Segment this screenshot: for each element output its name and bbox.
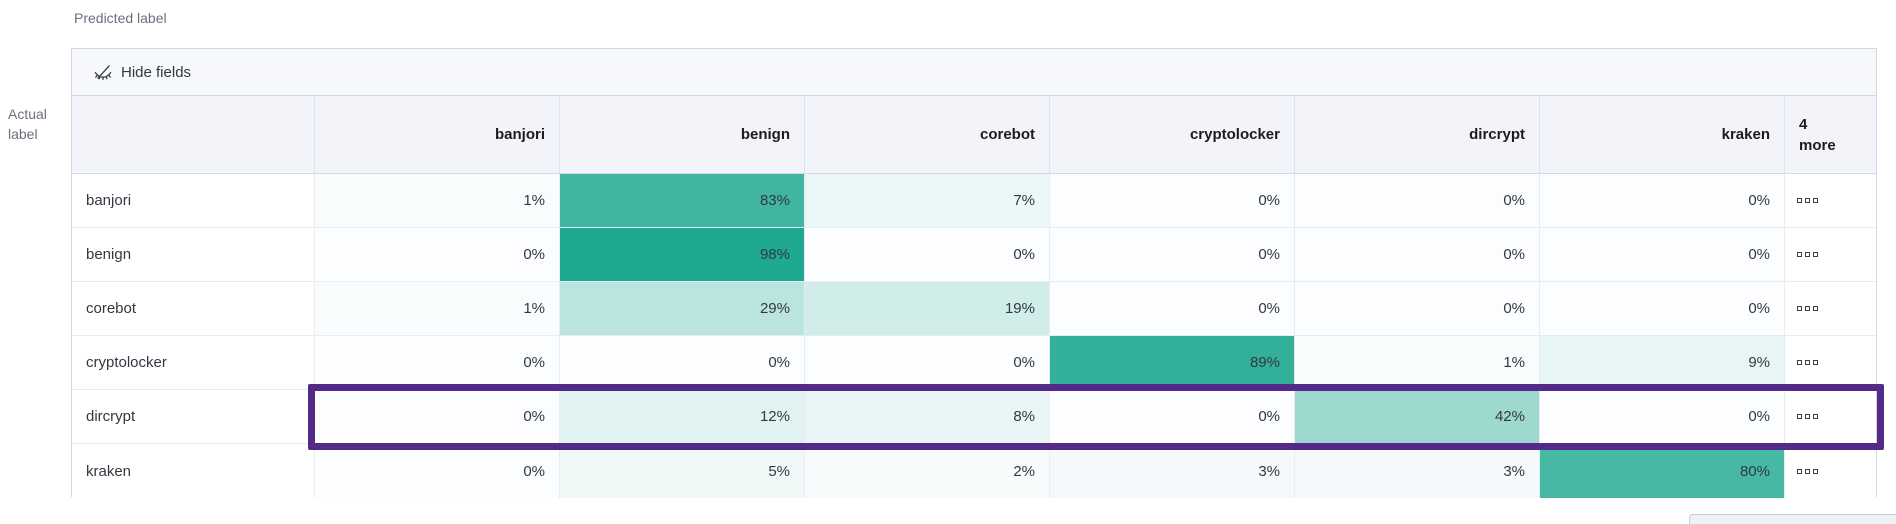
table-row-corebot: corebot 1% 29% 19% 0% 0% 0% (72, 282, 1876, 336)
row-label-cryptolocker: cryptolocker (72, 336, 315, 389)
column-header-cryptolocker: cryptolocker (1050, 96, 1295, 173)
cell-benign-cryptolocker[interactable]: 0% (1050, 228, 1295, 281)
cell-corebot-banjori[interactable]: 1% (315, 282, 560, 335)
table-row-banjori: banjori 1% 83% 7% 0% 0% 0% (72, 174, 1876, 228)
cell-corebot-kraken[interactable]: 0% (1540, 282, 1785, 335)
cell-banjori-corebot[interactable]: 7% (805, 174, 1050, 227)
cell-banjori-cryptolocker[interactable]: 0% (1050, 174, 1295, 227)
actual-label-axis-title: Actual label (8, 106, 47, 142)
table-row-dircrypt: dircrypt 0% 12% 8% 0% 42% 0% (72, 390, 1876, 444)
header-corner-cell (72, 96, 315, 173)
cell-cryptolocker-banjori[interactable]: 0% (315, 336, 560, 389)
cell-dircrypt-banjori[interactable]: 0% (315, 390, 560, 443)
boxes-horizontal-icon (1797, 360, 1802, 365)
cell-corebot-benign[interactable]: 29% (560, 282, 805, 335)
cell-banjori-banjori[interactable]: 1% (315, 174, 560, 227)
boxes-horizontal-icon (1813, 414, 1818, 419)
cell-cryptolocker-dircrypt[interactable]: 1% (1295, 336, 1540, 389)
cell-banjori-dircrypt[interactable]: 0% (1295, 174, 1540, 227)
cell-dircrypt-benign[interactable]: 12% (560, 390, 805, 443)
more-columns-expander-banjori[interactable] (1785, 174, 1876, 227)
predicted-label-axis-title: Predicted label (74, 10, 167, 26)
row-label-corebot: corebot (72, 282, 315, 335)
cell-benign-banjori[interactable]: 0% (315, 228, 560, 281)
cell-benign-kraken[interactable]: 0% (1540, 228, 1785, 281)
boxes-horizontal-icon (1797, 414, 1802, 419)
boxes-horizontal-icon (1805, 360, 1810, 365)
more-columns-expander-cryptolocker[interactable] (1785, 336, 1876, 389)
column-header-benign: benign (560, 96, 805, 173)
cell-kraken-kraken[interactable]: 80% (1540, 444, 1785, 498)
column-header-banjori: banjori (315, 96, 560, 173)
eye-closed-icon (94, 65, 112, 81)
boxes-horizontal-icon (1805, 306, 1810, 311)
column-header-dircrypt: dircrypt (1295, 96, 1540, 173)
column-header-corebot: corebot (805, 96, 1050, 173)
cell-banjori-benign[interactable]: 83% (560, 174, 805, 227)
cell-dircrypt-kraken[interactable]: 0% (1540, 390, 1785, 443)
boxes-horizontal-icon (1797, 468, 1802, 474)
boxes-horizontal-icon (1813, 252, 1818, 257)
cell-cryptolocker-corebot[interactable]: 0% (805, 336, 1050, 389)
cell-cryptolocker-cryptolocker[interactable]: 89% (1050, 336, 1295, 389)
cell-corebot-dircrypt[interactable]: 0% (1295, 282, 1540, 335)
more-columns-expander-dircrypt[interactable] (1785, 390, 1876, 443)
cell-corebot-cryptolocker[interactable]: 0% (1050, 282, 1295, 335)
cell-benign-corebot[interactable]: 0% (805, 228, 1050, 281)
boxes-horizontal-icon (1797, 306, 1802, 311)
cell-kraken-corebot[interactable]: 2% (805, 444, 1050, 498)
table-row-cryptolocker: cryptolocker 0% 0% 0% 89% 1% 9% (72, 336, 1876, 390)
header-row: banjori benign corebot cryptolocker dircrypt… (72, 96, 1876, 174)
matrix-rows: banjori 1% 83% 7% 0% 0% 0% benign 0% 98% 0% 0% 0% 0% c… (72, 174, 1876, 498)
row-label-banjori: banjori (72, 174, 315, 227)
boxes-horizontal-icon (1797, 198, 1802, 203)
cell-kraken-benign[interactable]: 5% (560, 444, 805, 498)
boxes-horizontal-icon (1805, 252, 1810, 257)
more-columns-expander-kraken[interactable] (1785, 444, 1876, 498)
row-label-kraken: kraken (72, 444, 315, 498)
cell-kraken-dircrypt[interactable]: 3% (1295, 444, 1540, 498)
boxes-horizontal-icon (1805, 414, 1810, 419)
column-header-more[interactable]: 4 more (1785, 96, 1876, 173)
cell-corebot-corebot[interactable]: 19% (805, 282, 1050, 335)
horizontal-scrollbar[interactable] (1689, 514, 1896, 524)
cell-dircrypt-cryptolocker[interactable]: 0% (1050, 390, 1295, 443)
cell-banjori-kraken[interactable]: 0% (1540, 174, 1785, 227)
boxes-horizontal-icon (1813, 360, 1818, 365)
row-label-dircrypt: dircrypt (72, 390, 315, 443)
cell-benign-dircrypt[interactable]: 0% (1295, 228, 1540, 281)
table-row-kraken: kraken 0% 5% 2% 3% 3% 80% (72, 444, 1876, 498)
confusion-matrix-grid: Hide fields banjori benign corebot cryptolo… (71, 48, 1884, 498)
cell-dircrypt-dircrypt[interactable]: 42% (1295, 390, 1540, 443)
cell-kraken-cryptolocker[interactable]: 3% (1050, 444, 1295, 498)
more-columns-expander-corebot[interactable] (1785, 282, 1876, 335)
boxes-horizontal-icon (1805, 468, 1810, 474)
more-columns-expander-benign[interactable] (1785, 228, 1876, 281)
row-label-benign: benign (72, 228, 315, 281)
cell-kraken-banjori[interactable]: 0% (315, 444, 560, 498)
cell-benign-benign[interactable]: 98% (560, 228, 805, 281)
cell-cryptolocker-kraken[interactable]: 9% (1540, 336, 1785, 389)
hide-fields-label: Hide fields (121, 63, 192, 81)
boxes-horizontal-icon (1813, 198, 1818, 203)
boxes-horizontal-icon (1813, 306, 1818, 311)
column-header-kraken: kraken (1540, 96, 1785, 173)
cell-cryptolocker-benign[interactable]: 0% (560, 336, 805, 389)
cell-dircrypt-corebot[interactable]: 8% (805, 390, 1050, 443)
boxes-horizontal-icon (1813, 468, 1818, 474)
boxes-horizontal-icon (1805, 198, 1810, 203)
table-row-benign: benign 0% 98% 0% 0% 0% 0% (72, 228, 1876, 282)
hide-fields-button[interactable]: Hide fields (72, 49, 1876, 96)
boxes-horizontal-icon (1797, 252, 1802, 257)
